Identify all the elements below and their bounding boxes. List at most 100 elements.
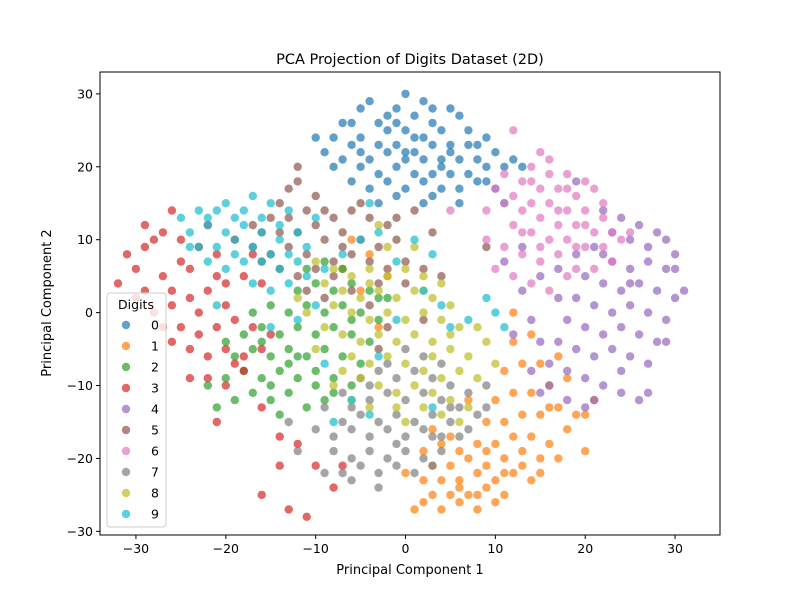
data-point-digit-7 — [419, 454, 428, 463]
data-point-digit-7 — [365, 381, 374, 390]
data-point-digit-1 — [509, 432, 518, 441]
legend-title: Digits — [118, 297, 154, 312]
data-point-digit-4 — [572, 293, 581, 303]
data-point-digit-2 — [356, 359, 365, 368]
data-point-digit-8 — [419, 366, 428, 376]
data-point-digit-2 — [329, 374, 338, 383]
data-point-digit-5 — [365, 301, 374, 310]
y-tick-label: 0 — [85, 305, 93, 320]
data-point-digit-3 — [185, 344, 195, 354]
data-point-digit-2 — [347, 279, 356, 288]
data-point-digit-9 — [257, 228, 266, 237]
data-point-digit-8 — [473, 323, 482, 332]
data-point-digit-1 — [518, 359, 527, 368]
data-point-digit-7 — [419, 352, 428, 361]
data-point-digit-4 — [581, 272, 590, 281]
data-point-digit-9 — [491, 308, 500, 317]
data-point-digit-2 — [266, 301, 275, 310]
data-point-digit-5 — [401, 279, 410, 288]
data-point-digit-6 — [590, 228, 599, 237]
legend-label-9: 9 — [151, 507, 159, 522]
data-point-digit-2 — [275, 410, 284, 419]
data-point-digit-1 — [365, 250, 374, 259]
data-point-digit-5 — [437, 272, 446, 281]
data-point-digit-1 — [509, 337, 518, 346]
data-point-digit-8 — [338, 286, 347, 295]
data-point-digit-6 — [527, 228, 536, 237]
data-point-digit-7 — [437, 359, 446, 368]
data-point-digit-4 — [679, 286, 689, 295]
data-point-digit-6 — [590, 184, 599, 193]
data-point-digit-1 — [500, 366, 509, 376]
data-point-digit-8 — [446, 395, 455, 405]
data-point-digit-2 — [329, 388, 338, 397]
data-point-digit-1 — [581, 446, 590, 456]
data-point-digit-9 — [428, 250, 437, 259]
data-point-digit-4 — [581, 374, 590, 383]
data-point-digit-7 — [365, 395, 374, 405]
data-point-digit-2 — [293, 286, 302, 295]
data-point-digit-1 — [482, 461, 491, 470]
data-point-digit-0 — [374, 118, 383, 128]
data-point-digit-8 — [356, 337, 365, 346]
y-tick-label: 20 — [77, 159, 93, 174]
data-point-digit-5 — [302, 286, 311, 295]
data-point-digit-9 — [221, 264, 230, 274]
data-point-digit-9 — [437, 301, 446, 310]
data-point-digit-2 — [257, 337, 266, 346]
data-point-digit-8 — [491, 359, 500, 368]
data-point-digit-2 — [383, 293, 392, 303]
data-point-digit-9 — [203, 220, 212, 230]
data-point-digit-3 — [239, 272, 248, 281]
data-point-digit-7 — [401, 395, 410, 405]
data-point-digit-4 — [536, 388, 545, 397]
data-point-digit-5 — [365, 213, 374, 222]
data-point-digit-3 — [239, 352, 248, 361]
data-point-digit-9 — [230, 213, 239, 222]
data-point-digit-6 — [581, 206, 590, 215]
data-point-digit-2 — [374, 293, 383, 303]
data-point-digit-3 — [167, 286, 177, 295]
data-point-digit-8 — [410, 330, 419, 339]
data-point-digit-0 — [401, 148, 410, 157]
data-point-digit-3 — [176, 323, 186, 332]
data-point-digit-0 — [518, 162, 527, 171]
data-point-digit-9 — [428, 403, 437, 412]
data-point-digit-0 — [509, 155, 518, 164]
data-point-digit-4 — [608, 344, 617, 354]
data-point-digit-1 — [428, 425, 437, 434]
data-point-digit-0 — [338, 118, 347, 128]
data-point-digit-7 — [401, 432, 410, 441]
data-point-digit-9 — [230, 235, 239, 244]
data-point-digit-1 — [527, 476, 536, 485]
data-point-digit-4 — [599, 381, 608, 390]
data-point-digit-6 — [482, 206, 491, 215]
data-point-digit-8 — [455, 366, 464, 376]
data-point-digit-2 — [320, 308, 329, 317]
data-point-digit-8 — [374, 220, 383, 230]
data-point-digit-4 — [563, 366, 572, 376]
data-point-digit-5 — [401, 257, 410, 266]
data-point-digit-2 — [329, 323, 338, 332]
data-point-digit-8 — [455, 417, 464, 427]
data-point-digit-3 — [203, 286, 212, 295]
legend-marker-5 — [121, 425, 131, 435]
data-point-digit-9 — [356, 235, 365, 244]
data-point-digit-8 — [446, 344, 455, 354]
data-point-digit-7 — [446, 381, 455, 390]
data-point-digit-3 — [194, 308, 203, 317]
data-point-digit-9 — [392, 315, 401, 325]
data-point-digit-0 — [455, 184, 464, 193]
data-point-digit-0 — [383, 177, 392, 186]
data-point-digit-2 — [266, 395, 275, 405]
data-point-digit-7 — [374, 366, 383, 376]
data-point-digit-0 — [491, 148, 500, 157]
data-point-digit-6 — [581, 220, 590, 230]
data-point-digit-5 — [293, 162, 302, 171]
data-point-digit-8 — [311, 257, 320, 266]
data-point-digit-5 — [329, 213, 338, 222]
data-point-digit-4 — [599, 330, 608, 339]
data-point-digit-8 — [401, 417, 410, 427]
data-point-digit-5 — [365, 257, 374, 266]
data-point-digit-8 — [365, 403, 374, 412]
